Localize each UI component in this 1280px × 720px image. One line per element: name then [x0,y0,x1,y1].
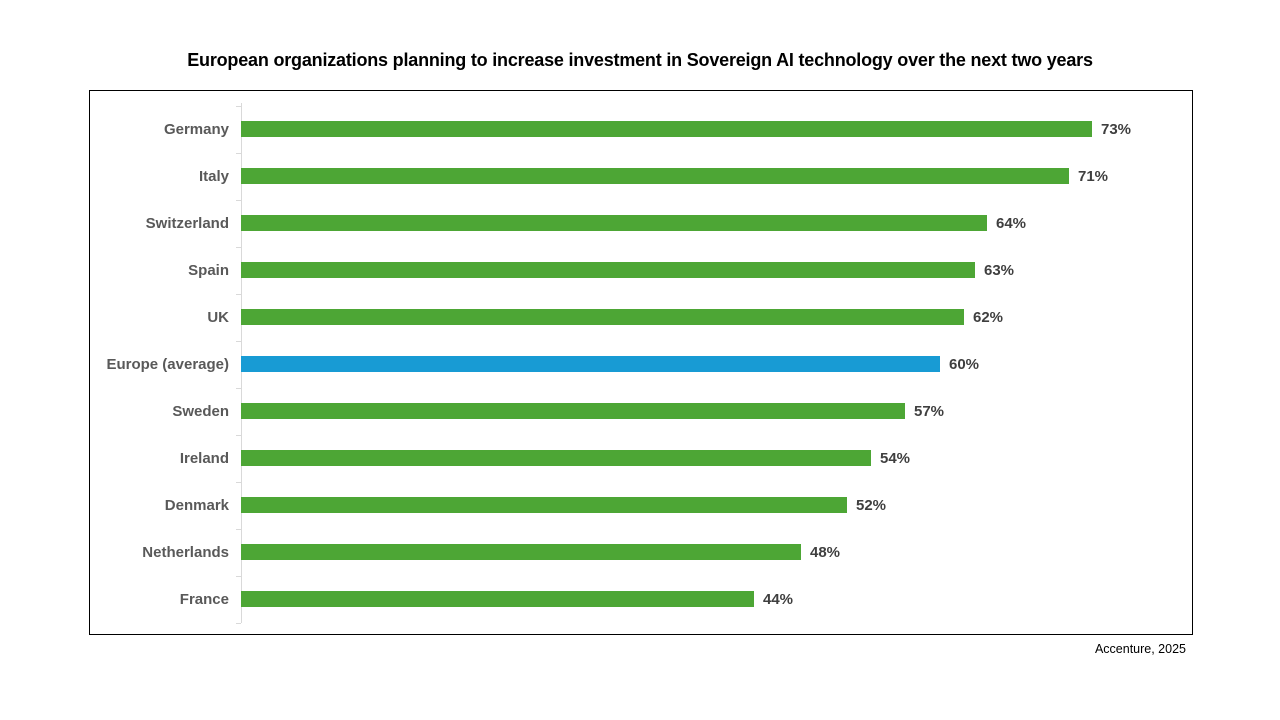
category-label: Ireland [179,449,229,467]
bar [241,450,871,466]
bar-row: UK 62% [90,294,1192,341]
category-label: Germany [163,120,229,138]
bar-row: Ireland 54% [90,435,1192,482]
axis-tick [236,246,241,248]
category-label: Sweden [172,402,229,420]
axis-tick [236,434,241,436]
category-label: Switzerland [145,214,229,232]
bar [241,121,1092,137]
value-label: 44% [763,590,794,608]
value-label: 57% [914,402,945,420]
bar [241,591,754,607]
category-label: Italy [198,167,229,185]
chart-plot-area: Germany 73% Italy 71% Switzerland 64% Spain 63%… [89,90,1193,635]
category-label: Denmark [164,496,229,514]
bar [241,309,964,325]
category-label: Europe (average) [106,355,229,373]
axis-tick [236,340,241,342]
value-label: 73% [1101,120,1132,138]
bar-highlight [241,356,940,372]
bar [241,215,987,231]
axis-tick [236,528,241,530]
bar [241,262,975,278]
axis-tick [236,293,241,295]
bar [241,497,847,513]
bar-row: France 44% [90,576,1192,623]
bar-row: Europe (average) 60% [90,341,1192,388]
bar [241,168,1069,184]
axis-tick [236,387,241,389]
axis-tick [236,622,241,624]
value-label: 48% [810,543,841,561]
axis-tick [236,152,241,154]
value-label: 54% [880,449,911,467]
chart-title: European organizations planning to incre… [187,50,1093,70]
axis-tick [236,199,241,201]
bar-row: Denmark 52% [90,482,1192,529]
value-label: 63% [984,261,1015,279]
value-label: 62% [973,308,1004,326]
bar-row: Spain 63% [90,247,1192,294]
bar-row: Netherlands 48% [90,529,1192,576]
category-label: Netherlands [142,543,229,561]
bar-row: Sweden 57% [90,388,1192,435]
axis-tick [236,105,241,107]
value-label: 64% [996,214,1027,232]
bar-row: Switzerland 64% [90,200,1192,247]
bar [241,544,801,560]
bar-row: Italy 71% [90,153,1192,200]
value-label: 71% [1078,167,1109,185]
bar-row: Germany 73% [90,106,1192,153]
source-attribution: Accenture, 2025 [1094,642,1186,656]
value-label: 52% [856,496,887,514]
value-label: 60% [949,355,980,373]
category-label: Spain [188,261,229,279]
category-label: UK [207,308,229,326]
category-label: France [179,590,229,608]
axis-tick [236,575,241,577]
bar [241,403,905,419]
axis-tick [236,481,241,483]
